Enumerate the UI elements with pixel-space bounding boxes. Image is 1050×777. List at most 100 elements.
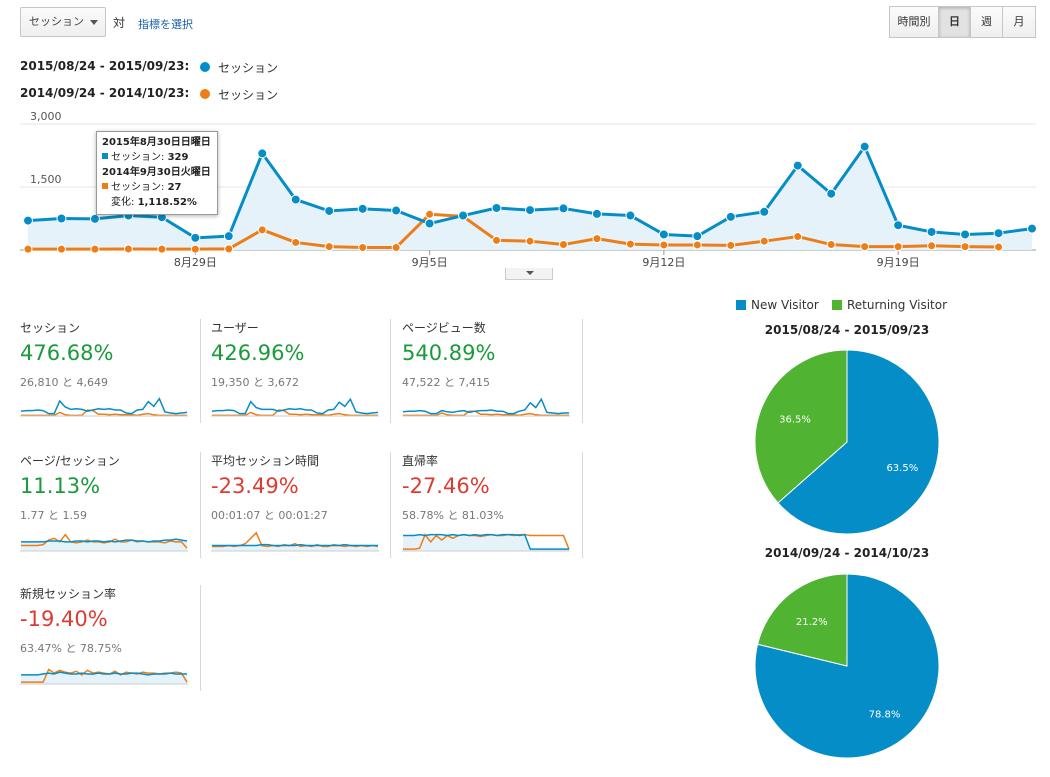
- sparkline-current: [21, 538, 188, 543]
- previous-series-point[interactable]: [558, 240, 568, 250]
- current-series-point[interactable]: [591, 208, 602, 219]
- card-sparkline: [402, 397, 570, 417]
- current-series-point[interactable]: [223, 231, 234, 242]
- card-pageviews[interactable]: ページビュー数 540.89% 47,522 と 7,415: [402, 319, 582, 437]
- chevron-down-icon: [90, 20, 98, 25]
- previous-series-point[interactable]: [826, 240, 836, 250]
- current-series-point[interactable]: [625, 210, 636, 221]
- previous-series-point[interactable]: [324, 242, 334, 252]
- previous-series-point[interactable]: [257, 225, 267, 235]
- card-divider: [390, 452, 391, 558]
- card-compare-values: 19,350 と 3,672: [211, 376, 299, 389]
- card-pages-per-session[interactable]: ページ/セッション 11.13% 1.77 と 1.59: [20, 452, 200, 570]
- granularity-hourly-button[interactable]: 時間別: [889, 6, 939, 38]
- granularity-week-button[interactable]: 週: [970, 6, 1003, 38]
- visitor-type-pie-previous[interactable]: 78.8% 21.2%: [754, 573, 940, 759]
- sparkline-current: [403, 533, 569, 550]
- card-new-session-rate[interactable]: 新規セッション率 -19.40% 63.47% と 78.75%: [20, 585, 200, 703]
- tooltip-date-previous: 2014年9月30日火曜日: [102, 167, 211, 178]
- card-avg-session-duration[interactable]: 平均セッション時間 -23.49% 00:01:07 と 00:01:27: [211, 452, 391, 570]
- card-users[interactable]: ユーザー 426.96% 19,350 と 3,672: [211, 319, 391, 437]
- previous-series-point[interactable]: [425, 209, 435, 219]
- current-series-point[interactable]: [792, 160, 803, 171]
- previous-series-point[interactable]: [960, 242, 970, 252]
- previous-series-point[interactable]: [893, 242, 903, 252]
- current-series-point[interactable]: [424, 218, 435, 229]
- current-series-point[interactable]: [826, 188, 837, 199]
- previous-series-point[interactable]: [291, 237, 301, 247]
- granularity-month-button[interactable]: 月: [1002, 6, 1036, 38]
- current-series-point[interactable]: [491, 203, 502, 213]
- current-series-point[interactable]: [725, 211, 736, 222]
- previous-series-point[interactable]: [592, 234, 602, 244]
- previous-series-point[interactable]: [659, 240, 669, 250]
- current-series-point[interactable]: [257, 148, 268, 159]
- previous-series-point[interactable]: [994, 242, 1004, 252]
- metric-dropdown[interactable]: セッション: [20, 7, 106, 37]
- current-series-point[interactable]: [525, 205, 535, 216]
- current-series-point[interactable]: [759, 206, 770, 217]
- previous-series-point[interactable]: [492, 235, 502, 245]
- visitor-type-pie-current[interactable]: 63.5% 36.5%: [754, 349, 940, 535]
- current-series-point[interactable]: [391, 205, 402, 216]
- previous-series-point[interactable]: [625, 239, 635, 249]
- returning-visitor-slice[interactable]: [754, 349, 848, 504]
- previous-series-point[interactable]: [90, 244, 100, 254]
- tooltip-previous-value: 27: [167, 182, 182, 193]
- current-series-point[interactable]: [357, 203, 368, 214]
- returning-visitor-slice[interactable]: [757, 573, 848, 667]
- card-change-value: 426.96%: [211, 341, 305, 365]
- chart-tooltip: 2015年8月30日日曜日 セッション: 329 2014年9月30日火曜日 セ…: [96, 131, 218, 215]
- current-series-point[interactable]: [558, 203, 569, 214]
- current-series-point[interactable]: [926, 226, 937, 237]
- card-divider: [582, 452, 583, 558]
- chart-collapse-handle[interactable]: [505, 268, 553, 280]
- card-sessions[interactable]: セッション 476.68% 26,810 と 4,649: [20, 319, 200, 437]
- tooltip-current-row: セッション: 329: [102, 150, 212, 165]
- x-tick-label: 8月29日: [174, 256, 217, 269]
- previous-series-point[interactable]: [860, 242, 870, 252]
- current-series-point[interactable]: [190, 232, 201, 243]
- current-series-point[interactable]: [89, 213, 100, 224]
- select-metric-link[interactable]: 指標を選択: [138, 18, 193, 31]
- current-series-area: [28, 146, 1032, 250]
- previous-series-point[interactable]: [358, 242, 368, 252]
- current-series-point[interactable]: [993, 228, 1004, 239]
- current-series-point[interactable]: [56, 213, 67, 224]
- previous-series-point[interactable]: [927, 241, 937, 251]
- current-series-point[interactable]: [324, 205, 335, 216]
- current-series-point[interactable]: [290, 194, 301, 205]
- sparkline-current: [212, 543, 378, 547]
- previous-series-point[interactable]: [692, 240, 702, 250]
- current-series-point[interactable]: [23, 215, 33, 226]
- tooltip-change-label: 変化:: [111, 197, 135, 208]
- previous-series-point[interactable]: [224, 244, 234, 254]
- previous-series-point[interactable]: [123, 244, 133, 254]
- card-divider: [200, 452, 201, 558]
- previous-series-point[interactable]: [391, 242, 401, 252]
- previous-series-point[interactable]: [157, 244, 167, 254]
- previous-series-point[interactable]: [726, 240, 736, 250]
- previous-series-label: セッション: [218, 88, 279, 102]
- card-divider: [200, 319, 201, 423]
- current-series-point[interactable]: [859, 141, 870, 152]
- current-series-point[interactable]: [692, 231, 703, 242]
- current-series-point[interactable]: [893, 220, 904, 231]
- previous-series-point[interactable]: [56, 244, 66, 254]
- current-series-point[interactable]: [658, 229, 669, 240]
- card-change-value: 476.68%: [20, 341, 114, 365]
- current-series-point[interactable]: [1027, 223, 1037, 234]
- current-series-point[interactable]: [458, 210, 469, 221]
- card-title: セッション: [20, 321, 81, 335]
- sparkline-previous: [21, 409, 187, 417]
- new-visitor-slice[interactable]: [777, 349, 940, 535]
- previous-series-point[interactable]: [23, 244, 33, 254]
- previous-series-point[interactable]: [759, 236, 769, 246]
- granularity-day-button[interactable]: 日: [938, 6, 971, 38]
- current-series-point[interactable]: [960, 229, 971, 240]
- previous-series-point[interactable]: [793, 232, 803, 242]
- card-compare-values: 58.78% と 81.03%: [402, 509, 504, 522]
- card-bounce-rate[interactable]: 直帰率 -27.46% 58.78% と 81.03%: [402, 452, 582, 570]
- previous-series-point[interactable]: [190, 244, 200, 254]
- previous-series-point[interactable]: [525, 236, 535, 246]
